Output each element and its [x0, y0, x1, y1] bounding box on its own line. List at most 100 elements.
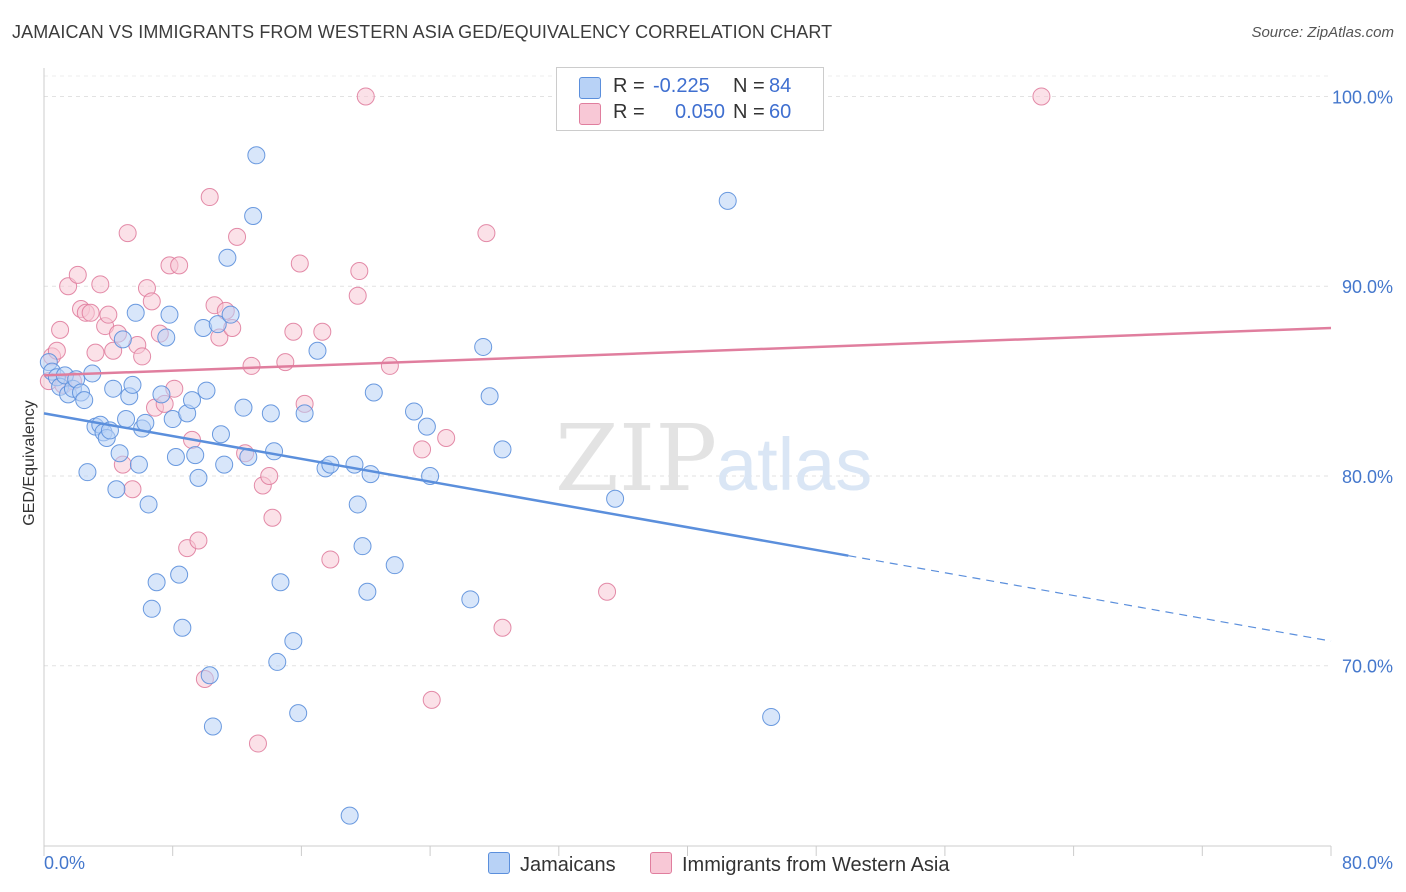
- jamaicans-point-58: [271, 573, 290, 592]
- jamaicans-point-81: [718, 191, 737, 210]
- jamaicans-point-39: [183, 391, 202, 410]
- y-tick-label-2: 80.0%: [1342, 467, 1393, 487]
- jamaicans-point-53: [244, 207, 263, 226]
- source-label: Source: ZipAtlas.com: [1251, 24, 1394, 41]
- jamaicans-point-45: [203, 717, 222, 736]
- immigrants-point-42: [248, 734, 267, 753]
- jamaicans-point-44: [200, 666, 219, 685]
- jamaicans-point-46: [208, 315, 227, 334]
- immigrants-point-18: [118, 224, 137, 243]
- bottom-legend-immigrants: Immigrants from Western Asia: [650, 852, 949, 877]
- immigrants-point-50: [313, 322, 332, 341]
- jamaicans-point-9: [75, 391, 94, 410]
- axes: [43, 68, 1331, 847]
- jamaicans-trend-extension: [848, 555, 1332, 642]
- y-tick-label-1: 90.0%: [1342, 277, 1393, 297]
- bottom-legend-swatch-jamaicans: [488, 852, 510, 874]
- immigrants-point-34: [200, 188, 219, 207]
- jamaicans-point-27: [136, 413, 155, 432]
- jamaicans-point-57: [268, 652, 287, 671]
- bottom-legend-label-immigrants: Immigrants from Western Asia: [682, 854, 950, 876]
- jamaicans-point-36: [170, 565, 189, 584]
- jamaicans-point-55: [261, 404, 280, 423]
- immigrants-point-54: [356, 87, 375, 106]
- jamaicans-point-80: [606, 489, 625, 508]
- watermark: ZIP atlas: [555, 405, 872, 512]
- jamaicans-point-71: [364, 383, 383, 402]
- legend-r-value-jamaicans: -0.225: [653, 75, 710, 97]
- legend-swatch-jamaicans: [579, 77, 601, 99]
- legend-r-value-immigrants: 0.050: [675, 101, 726, 123]
- immigrants-point-56: [413, 440, 432, 459]
- legend-n-value-immigrants: 60: [769, 101, 792, 123]
- immigrants-point-55: [380, 356, 399, 375]
- jamaicans-point-82: [762, 707, 781, 726]
- immigrants-point-3: [51, 320, 70, 339]
- jamaicans-point-62: [308, 341, 327, 360]
- y-tick-label-0: 100.0%: [1332, 87, 1393, 107]
- jamaicans-point-77: [474, 337, 493, 356]
- jamaicans-point-33: [160, 305, 179, 324]
- immigrants-point-7: [68, 265, 87, 284]
- jamaicans-point-74: [417, 417, 436, 436]
- jamaicans-trend-line: [43, 412, 849, 557]
- jamaicans-point-17: [104, 379, 123, 398]
- jamaicans-point-68: [353, 537, 372, 556]
- immigrants-point-47: [284, 322, 303, 341]
- jamaicans-point-79: [493, 440, 512, 459]
- x-tick-max-label: 80.0%: [1342, 853, 1393, 873]
- bottom-legend-jamaicans: Jamaicans: [488, 852, 616, 877]
- immigrants-point-41: [242, 356, 261, 375]
- jamaicans-point-23: [123, 375, 142, 394]
- jamaicans-point-61: [295, 404, 314, 423]
- immigrants-point-14: [99, 305, 118, 324]
- immigrants-point-57: [422, 690, 441, 709]
- jamaicans-point-31: [152, 385, 171, 404]
- jamaicans-point-48: [215, 455, 234, 474]
- jamaicans-point-56: [265, 442, 284, 461]
- legend-n-value-jamaicans: 84: [769, 75, 792, 97]
- y-tick-labels: 100.0% 90.0% 80.0% 70.0%: [1332, 87, 1393, 676]
- series-jamaicans-points: [39, 146, 781, 825]
- immigrants-point-60: [493, 618, 512, 637]
- jamaicans-point-35: [166, 448, 185, 466]
- legend-n-label: N =: [733, 75, 765, 97]
- chart-title: JAMAICAN VS IMMIGRANTS FROM WESTERN ASIA…: [12, 22, 833, 42]
- jamaicans-point-29: [142, 599, 161, 618]
- immigrants-point-10: [81, 303, 100, 322]
- jamaicans-point-24: [126, 303, 145, 322]
- jamaicans-point-65: [340, 806, 359, 825]
- immigrants-point-61: [598, 582, 617, 601]
- jamaicans-point-19: [110, 444, 129, 463]
- immigrants-point-19: [123, 480, 142, 499]
- bottom-legend-swatch-immigrants: [650, 852, 672, 874]
- legend-swatch-immigrants: [579, 103, 601, 125]
- bottom-legend-label-jamaicans: Jamaicans: [520, 854, 616, 876]
- jamaicans-point-72: [385, 556, 404, 575]
- jamaicans-point-25: [129, 455, 148, 474]
- jamaicans-point-10: [78, 463, 97, 482]
- trend-lines: [43, 326, 1332, 642]
- immigrants-point-53: [350, 262, 369, 281]
- jamaicans-point-54: [247, 146, 266, 165]
- jamaicans-point-60: [289, 704, 308, 723]
- immigrants-point-21: [133, 347, 152, 366]
- jamaicans-point-32: [157, 328, 176, 347]
- immigrants-point-59: [477, 224, 496, 243]
- jamaicans-point-50: [221, 305, 240, 324]
- immigrants-point-51: [321, 550, 340, 569]
- jamaicans-point-78: [480, 387, 499, 406]
- jamaicans-point-20: [113, 330, 132, 349]
- jamaicans-point-41: [189, 468, 208, 487]
- immigrants-point-44: [260, 466, 279, 485]
- immigrants-point-23: [142, 292, 161, 311]
- jamaicans-point-49: [218, 248, 237, 267]
- jamaicans-point-67: [348, 495, 367, 514]
- jamaicans-point-37: [173, 618, 192, 637]
- jamaicans-point-51: [234, 398, 253, 417]
- immigrants-point-39: [228, 227, 247, 246]
- jamaicans-point-40: [186, 446, 205, 465]
- legend-n-label: N =: [733, 101, 765, 123]
- immigrants-point-12: [91, 275, 110, 294]
